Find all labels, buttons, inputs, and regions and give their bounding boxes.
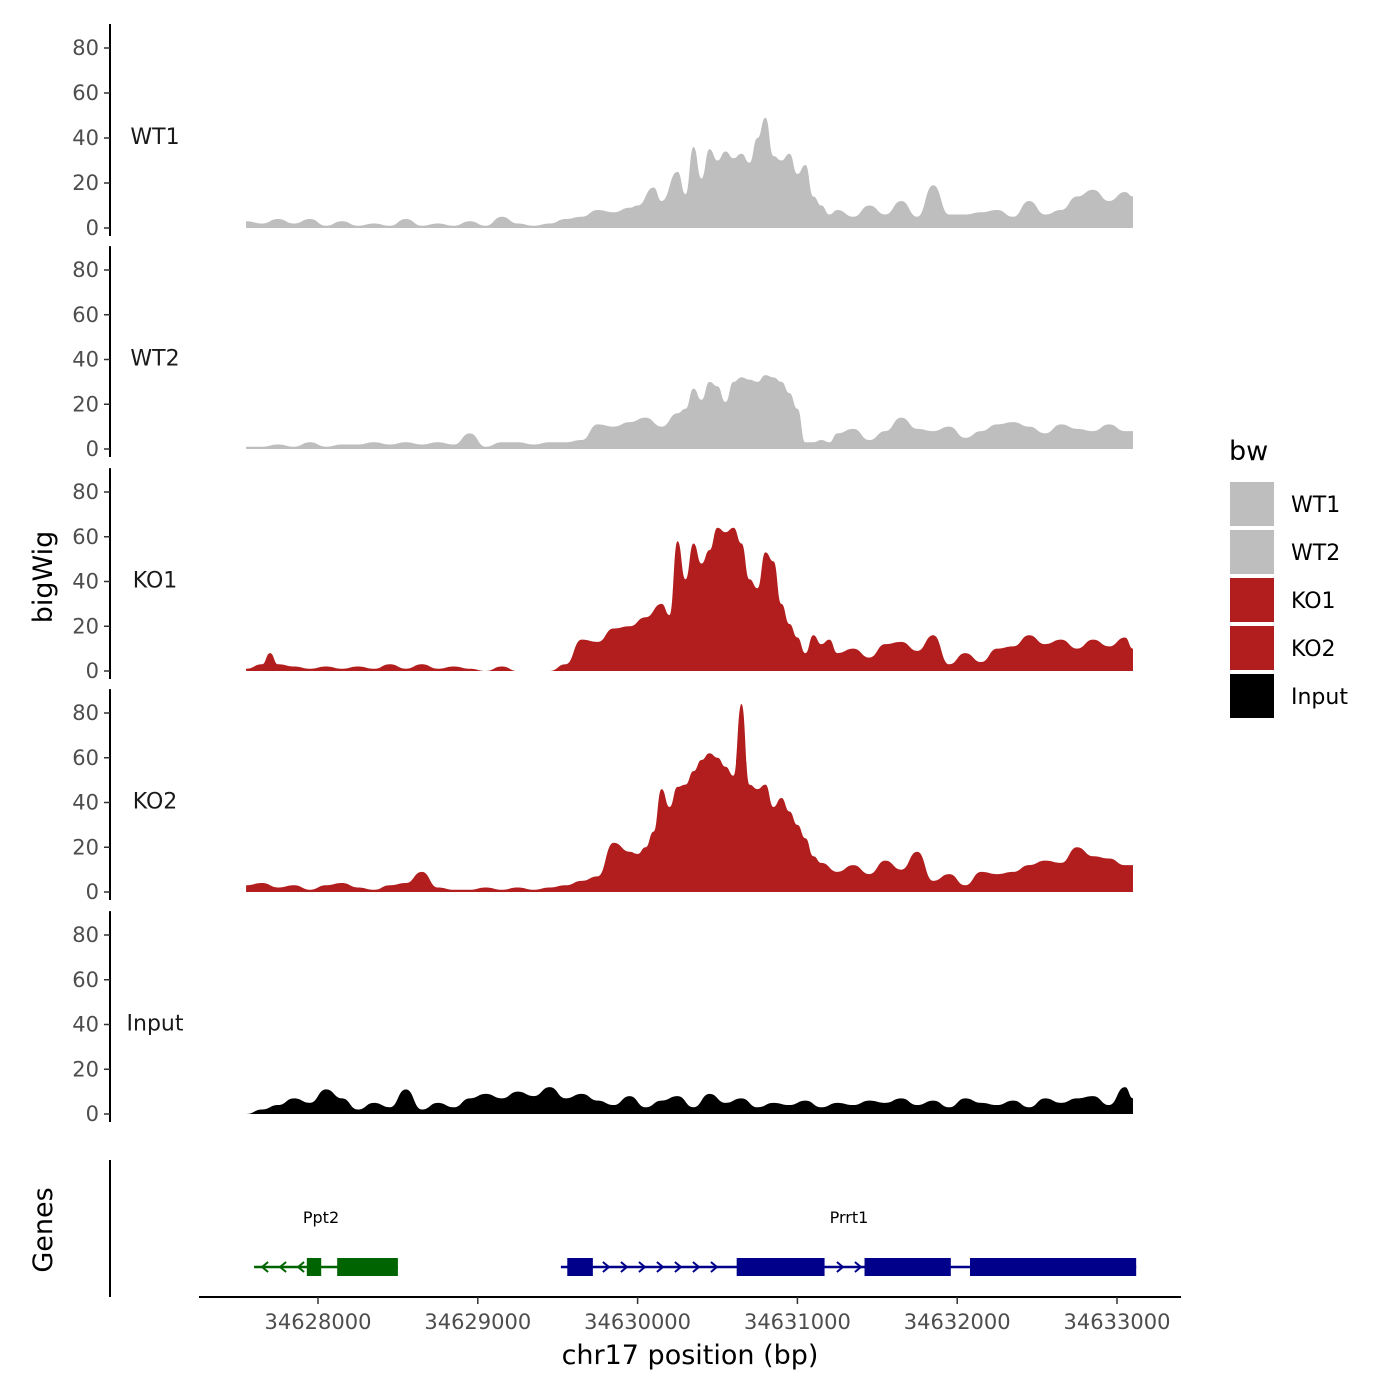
y-tick-label: 40: [72, 1013, 99, 1037]
signal-area-wt1: [246, 117, 1133, 228]
strand-arrow: [296, 1261, 305, 1273]
track-panels: 0 20 40 60 80 WT1 0 20 40 60 80 WT2 0 20 40 60 80 KO1 0 20 4…: [72, 24, 1133, 1126]
genes-panel: Ppt2 Prrt1: [109, 1160, 1137, 1297]
x-tick-label: 34631000: [744, 1310, 851, 1334]
signal-area-ko2: [246, 704, 1133, 892]
y-tick-label: 60: [72, 81, 99, 105]
track-label-ko2: KO2: [133, 790, 178, 815]
exon: [736, 1258, 825, 1276]
strand-arrow: [260, 1261, 269, 1273]
track-label-ko1: KO1: [133, 569, 178, 594]
y-tick-label: 80: [72, 258, 99, 282]
y-tick-label: 40: [72, 791, 99, 815]
signal-area-input: [246, 1087, 1133, 1114]
signal-area-ko1: [246, 527, 1133, 671]
strand-arrow: [620, 1261, 629, 1273]
strand-arrow: [602, 1261, 611, 1273]
track-panel-wt1: 0 20 40 60 80 WT1: [72, 24, 1133, 240]
legend-label-wt1: WT1: [1291, 493, 1340, 518]
legend-key-wt1: [1228, 480, 1276, 528]
strand-arrow: [854, 1261, 863, 1273]
y-tick-label: 80: [72, 701, 99, 725]
y-tick-label: 60: [72, 525, 99, 549]
legend: bw WT1 WT2 KO1 KO2 Input: [1228, 436, 1348, 720]
y-tick-label: 60: [72, 746, 99, 770]
x-tick-label: 34629000: [424, 1310, 531, 1334]
y-tick-label: 20: [72, 835, 99, 859]
x-tick-label: 34633000: [1064, 1310, 1171, 1334]
x-tick-label: 34630000: [584, 1310, 691, 1334]
track-label-input: Input: [127, 1012, 184, 1037]
y-tick-label: 40: [72, 126, 99, 150]
legend-label-wt2: WT2: [1291, 541, 1340, 566]
y-tick-label: 80: [72, 36, 99, 60]
legend-key-wt2: [1228, 528, 1276, 576]
exon: [864, 1258, 951, 1276]
track-label-wt1: WT1: [130, 125, 179, 150]
legend-key-ko2: [1228, 624, 1276, 672]
legend-label-ko2: KO2: [1291, 637, 1336, 662]
legend-label-input: Input: [1291, 685, 1348, 710]
exon: [567, 1258, 593, 1276]
exon: [969, 1258, 1137, 1276]
gene-label-prrt1: Prrt1: [830, 1208, 869, 1227]
x-axis: 34628000 34629000 34630000 34631000 34632000…: [199, 1296, 1181, 1334]
y-tick-label: 60: [72, 303, 99, 327]
y-tick-label: 0: [86, 437, 99, 461]
strand-arrow: [710, 1261, 719, 1273]
y-axis-title: bigWig: [28, 531, 59, 624]
y-tick-label: 0: [86, 880, 99, 904]
strand-arrow: [836, 1261, 845, 1273]
legend-key-ko1: [1228, 576, 1276, 624]
strand-arrow: [278, 1261, 287, 1273]
track-panel-ko1: 0 20 40 60 80 KO1: [72, 468, 1133, 683]
x-tick-label: 34632000: [904, 1310, 1011, 1334]
y-tick-label: 60: [72, 968, 99, 992]
strand-arrow: [692, 1261, 701, 1273]
y-tick-label: 0: [86, 659, 99, 683]
track-label-wt2: WT2: [130, 347, 179, 372]
y-tick-label: 80: [72, 480, 99, 504]
legend-label-ko1: KO1: [1291, 589, 1336, 614]
track-panel-ko2: 0 20 40 60 80 KO2: [72, 689, 1133, 904]
y-tick-label: 0: [86, 216, 99, 240]
strand-arrow: [656, 1261, 665, 1273]
y-tick-label: 80: [72, 923, 99, 947]
gene-ppt2: Ppt2: [254, 1208, 398, 1276]
x-tick-label: 34628000: [265, 1310, 372, 1334]
y-tick-label: 20: [72, 392, 99, 416]
x-axis-title: chr17 position (bp): [562, 1340, 819, 1371]
strand-arrow: [638, 1261, 647, 1273]
legend-key-input: [1228, 672, 1276, 720]
exon: [337, 1258, 398, 1276]
gene-prrt1: Prrt1: [560, 1208, 1137, 1276]
track-panel-wt2: 0 20 40 60 80 WT2: [72, 246, 1133, 461]
y-tick-label: 20: [72, 614, 99, 638]
genes-track-title: Genes: [28, 1187, 59, 1272]
strand-arrow: [674, 1261, 683, 1273]
y-tick-label: 20: [72, 171, 99, 195]
y-tick-label: 20: [72, 1057, 99, 1081]
signal-area-wt2: [246, 375, 1133, 449]
y-tick-label: 40: [72, 570, 99, 594]
gene-label-ppt2: Ppt2: [303, 1208, 339, 1227]
legend-title: bw: [1229, 436, 1268, 467]
exon: [306, 1258, 322, 1276]
y-tick-label: 40: [72, 348, 99, 372]
y-tick-label: 0: [86, 1102, 99, 1126]
track-panel-input: 0 20 40 60 80 Input: [72, 911, 1133, 1126]
